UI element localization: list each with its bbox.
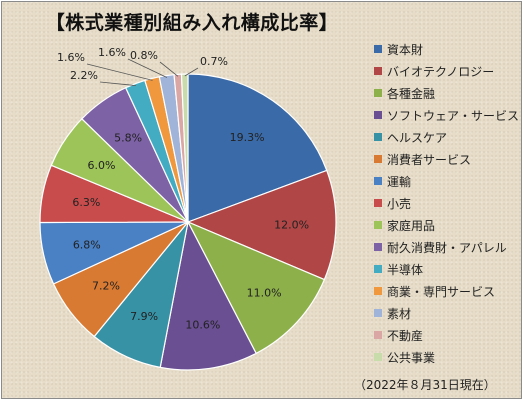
legend-label: 半導体 xyxy=(387,262,424,277)
slice-label-10: 5.8% xyxy=(114,132,142,145)
legend-swatch xyxy=(374,89,382,97)
slice-label-8: 6.3% xyxy=(72,196,100,209)
legend-swatch xyxy=(374,265,382,273)
legend-item-2: バイオテクノロジー xyxy=(374,60,519,82)
slice-label-7: 6.8% xyxy=(73,238,101,251)
legend-label: ソフトウェア・サービス xyxy=(387,108,520,123)
leader-lines xyxy=(86,58,199,86)
legend-swatch xyxy=(374,199,382,207)
legend-label: 商業・専門サービス xyxy=(387,284,496,299)
legend-swatch xyxy=(374,67,382,75)
legend-item-13: 素材 xyxy=(374,302,519,324)
legend-label: 各種金融 xyxy=(387,86,436,101)
legend-label: 消費者サービス xyxy=(387,152,472,167)
legend-label: 家庭用品 xyxy=(387,218,436,233)
legend-label: 不動産 xyxy=(387,328,424,343)
legend-item-12: 商業・専門サービス xyxy=(374,280,519,302)
slice-label-6: 7.2% xyxy=(92,279,120,292)
legend-swatch xyxy=(374,155,382,163)
legend-label: バイオテクノロジー xyxy=(387,64,495,79)
legend-swatch xyxy=(374,243,382,251)
legend: 資本財バイオテクノロジー 各種金融ソフトウェア・サービス ヘルスケア消費者サービス運… xyxy=(374,38,519,368)
legend-label: 小売 xyxy=(387,196,412,211)
slice-label-5: 7.9% xyxy=(130,310,158,323)
legend-label: 運輸 xyxy=(387,174,412,189)
legend-item-1: 資本財 xyxy=(374,38,519,60)
data-labels: 19.3% 12.0% 11.0% 10.6% 7.9% 7.2% 6.8% 6.3% 6.0%… xyxy=(57,46,309,332)
legend-swatch xyxy=(374,221,382,229)
slice-label-13: 1.6% xyxy=(98,46,126,59)
legend-item-3: 各種金融 xyxy=(374,82,519,104)
pie-slice-2 xyxy=(186,169,337,281)
legend-swatch xyxy=(374,133,382,141)
legend-item-5: ヘルスケア xyxy=(374,126,519,148)
slice-label-12: 1.6% xyxy=(57,51,85,64)
slice-label-15: 0.7% xyxy=(200,55,228,68)
legend-swatch xyxy=(374,177,382,185)
legend-swatch xyxy=(374,45,382,53)
slice-label-14: 0.8% xyxy=(130,49,158,62)
leader-line-12 xyxy=(86,63,153,81)
legend-item-6: 消費者サービス xyxy=(374,148,519,170)
legend-item-14: 不動産 xyxy=(374,324,519,346)
legend-item-10: 耐久消費財・アパレル xyxy=(374,236,519,258)
legend-swatch xyxy=(374,353,382,361)
leader-line-11 xyxy=(99,81,136,86)
legend-label: 耐久消費財・アパレル xyxy=(387,240,507,255)
legend-label: ヘルスケア xyxy=(387,130,448,145)
legend-item-11: 半導体 xyxy=(374,258,519,280)
slice-label-9: 6.0% xyxy=(88,159,116,172)
legend-item-4: ソフトウェア・サービス xyxy=(374,104,519,126)
slice-label-1: 19.3% xyxy=(230,131,265,144)
legend-item-15: 公共事業 xyxy=(374,346,519,368)
legend-swatch xyxy=(374,111,382,119)
legend-label: 資本財 xyxy=(387,42,424,57)
leader-line-14 xyxy=(159,61,179,77)
leader-line-13 xyxy=(127,58,168,78)
legend-item-9: 家庭用品 xyxy=(374,214,519,236)
legend-item-8: 小売 xyxy=(374,192,519,214)
slice-label-11: 2.2% xyxy=(70,69,98,82)
legend-label: 公共事業 xyxy=(387,350,436,365)
slice-label-2: 12.0% xyxy=(274,218,309,231)
legend-item-7: 運輸 xyxy=(374,170,519,192)
date-note: （2022年８月31日現在） xyxy=(354,378,496,392)
pie-slice-4 xyxy=(159,220,257,371)
slice-label-3: 11.0% xyxy=(247,286,282,299)
slice-label-4: 10.6% xyxy=(185,319,220,332)
legend-swatch xyxy=(374,309,382,317)
pie-slice-1 xyxy=(187,73,328,223)
leader-line-15 xyxy=(184,67,199,77)
chart-title: 【株式業種別組み入れ構成比率】 xyxy=(45,12,339,34)
legend-label: 素材 xyxy=(387,306,412,321)
legend-swatch xyxy=(374,331,382,339)
pie-slice-3 xyxy=(186,220,326,355)
pie-slices xyxy=(39,73,337,371)
legend-swatch xyxy=(374,287,382,295)
